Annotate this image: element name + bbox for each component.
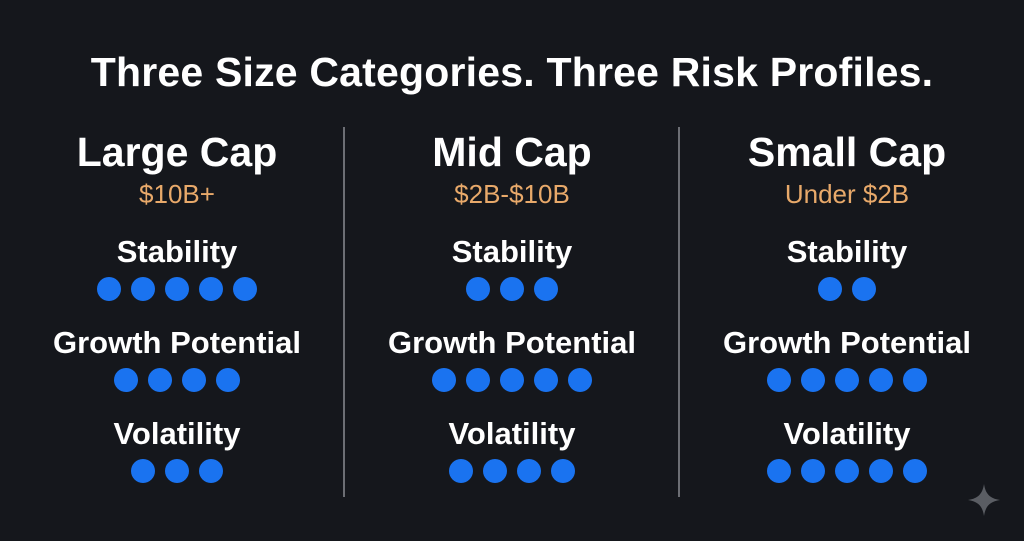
metric-volatility: Volatility: [680, 416, 1014, 485]
rating-dots: [10, 368, 344, 394]
rating-dot: [165, 277, 189, 301]
rating-dot: [903, 459, 927, 483]
mid-cap-column: Mid Cap $2B-$10B Stability Growth Potent…: [345, 128, 679, 485]
rating-dot: [148, 368, 172, 392]
rating-dot: [165, 459, 189, 483]
rating-dot: [449, 459, 473, 483]
rating-dot: [835, 368, 859, 392]
metric-label: Volatility: [113, 416, 241, 451]
metric-stability: Stability: [345, 234, 679, 303]
rating-dot: [114, 368, 138, 392]
rating-dot: [801, 368, 825, 392]
rating-dot: [835, 459, 859, 483]
rating-dot: [517, 459, 541, 483]
rating-dot: [483, 459, 507, 483]
rating-dots: [10, 459, 344, 485]
rating-dot: [233, 277, 257, 301]
sparkle-icon: [968, 484, 1000, 516]
rating-dot: [131, 459, 155, 483]
rating-dot: [852, 277, 876, 301]
rating-dot: [568, 368, 592, 392]
page-title: Three Size Categories. Three Risk Profil…: [90, 49, 934, 95]
rating-dot: [199, 277, 223, 301]
rating-dots: [680, 277, 1014, 303]
rating-dot: [818, 277, 842, 301]
cap-name: Mid Cap: [432, 129, 592, 175]
rating-dots: [680, 368, 1014, 394]
metric-list: Stability Growth Potential Volatility: [680, 234, 1014, 485]
cap-name: Small Cap: [747, 129, 947, 175]
rating-dots: [345, 459, 679, 485]
metric-volatility: Volatility: [345, 416, 679, 485]
column-divider: [678, 127, 680, 497]
metric-list: Stability Growth Potential Volatility: [345, 234, 679, 485]
metric-growth-potential: Growth Potential: [680, 325, 1014, 394]
metric-label: Growth Potential: [388, 325, 636, 360]
rating-dot: [869, 459, 893, 483]
metric-growth-potential: Growth Potential: [345, 325, 679, 394]
metric-stability: Stability: [10, 234, 344, 303]
rating-dot: [216, 368, 240, 392]
cap-name: Large Cap: [76, 129, 278, 175]
metric-label: Stability: [116, 234, 238, 269]
small-cap-column: Small Cap Under $2B Stability Growth Pot…: [680, 128, 1014, 485]
metric-label: Volatility: [783, 416, 911, 451]
rating-dot: [534, 368, 558, 392]
cap-range: $2B-$10B: [454, 179, 570, 209]
rating-dot: [466, 277, 490, 301]
metric-list: Stability Growth Potential Volatility: [10, 234, 344, 485]
rating-dots: [680, 459, 1014, 485]
metric-volatility: Volatility: [10, 416, 344, 485]
rating-dot: [97, 277, 121, 301]
metric-label: Stability: [451, 234, 573, 269]
metric-label: Growth Potential: [723, 325, 971, 360]
large-cap-column: Large Cap $10B+ Stability Growth Potenti…: [10, 128, 344, 485]
rating-dot: [903, 368, 927, 392]
rating-dots: [345, 368, 679, 394]
rating-dot: [182, 368, 206, 392]
cap-range: Under $2B: [784, 179, 910, 209]
rating-dot: [767, 368, 791, 392]
metric-stability: Stability: [680, 234, 1014, 303]
rating-dot: [199, 459, 223, 483]
rating-dot: [466, 368, 490, 392]
metric-label: Growth Potential: [53, 325, 301, 360]
rating-dots: [345, 277, 679, 303]
column-divider: [343, 127, 345, 497]
cap-range: $10B+: [139, 179, 215, 209]
rating-dot: [131, 277, 155, 301]
rating-dot: [500, 277, 524, 301]
rating-dot: [534, 277, 558, 301]
metric-label: Volatility: [448, 416, 576, 451]
rating-dot: [767, 459, 791, 483]
rating-dot: [801, 459, 825, 483]
rating-dot: [551, 459, 575, 483]
metric-label: Stability: [786, 234, 908, 269]
rating-dot: [500, 368, 524, 392]
rating-dot: [432, 368, 456, 392]
rating-dot: [869, 368, 893, 392]
rating-dots: [10, 277, 344, 303]
metric-growth-potential: Growth Potential: [10, 325, 344, 394]
